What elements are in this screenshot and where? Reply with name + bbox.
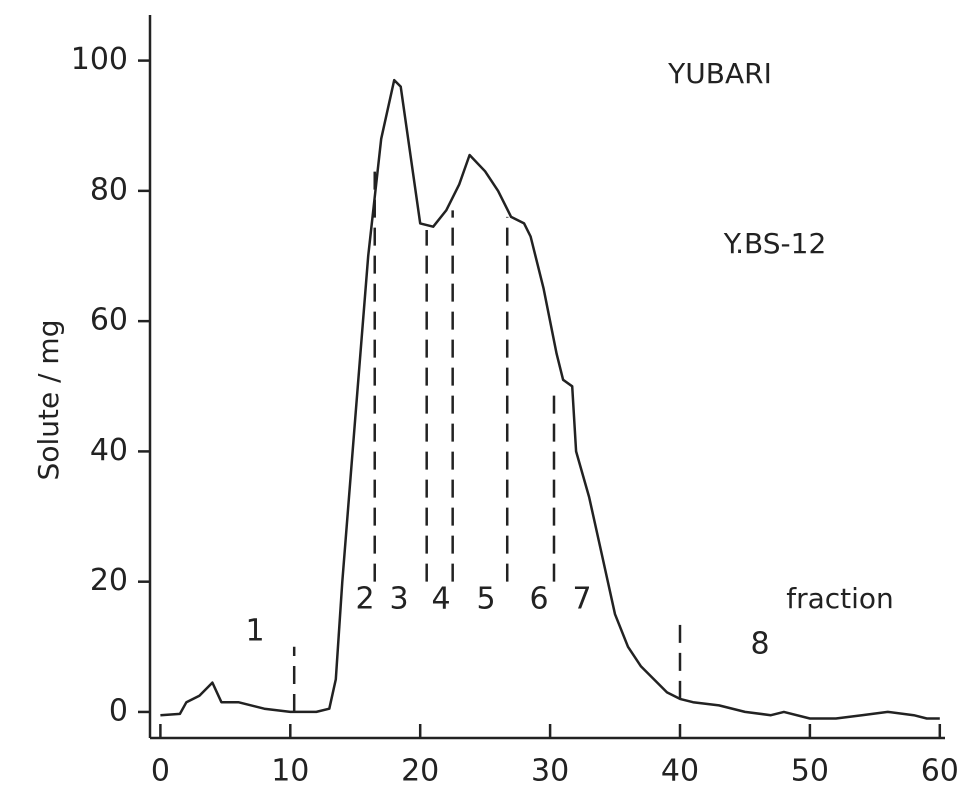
fraction-label: 4 xyxy=(431,582,450,617)
data-line xyxy=(160,78,940,720)
y-tick-label: 0 xyxy=(109,693,128,728)
x-tick-label: 20 xyxy=(401,754,439,789)
fraction-label: 1 xyxy=(245,614,264,649)
annotation: Y.BS-12 xyxy=(723,227,827,260)
x-tick-label: 10 xyxy=(271,754,309,789)
fraction-label: 5 xyxy=(476,582,495,617)
fraction-label: 2 xyxy=(355,582,374,617)
x-tick-label: 30 xyxy=(531,754,569,789)
fraction-label: 6 xyxy=(529,582,548,617)
fraction-label: 3 xyxy=(389,582,408,617)
fraction-label: 8 xyxy=(750,627,769,662)
y-tick-label: 80 xyxy=(90,172,128,207)
y-tick-label: 100 xyxy=(71,42,128,77)
fraction-label: 7 xyxy=(572,582,591,617)
y-axis-label: Solute / mg xyxy=(32,320,65,481)
annotation: YUBARI xyxy=(667,57,772,90)
y-tick-label: 40 xyxy=(90,433,128,468)
x-tick-label: 50 xyxy=(791,754,829,789)
y-tick-label: 20 xyxy=(90,563,128,598)
x-tick-label: 40 xyxy=(661,754,699,789)
x-tick-label: 60 xyxy=(921,754,959,789)
annotation: fraction xyxy=(786,582,894,615)
x-tick-label: 0 xyxy=(151,754,170,789)
y-tick-label: 60 xyxy=(90,303,128,338)
